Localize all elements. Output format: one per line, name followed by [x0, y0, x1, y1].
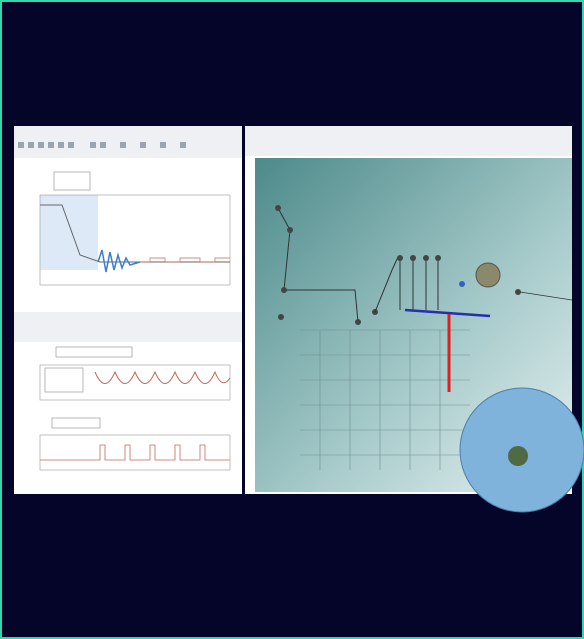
- toolbar-icons: [18, 142, 186, 148]
- view-window: [245, 126, 584, 512]
- toolbar: [14, 312, 242, 342]
- screen: [0, 0, 584, 639]
- left-panel: [14, 126, 242, 494]
- plot-window: [14, 126, 242, 494]
- toolbar: [245, 126, 572, 156]
